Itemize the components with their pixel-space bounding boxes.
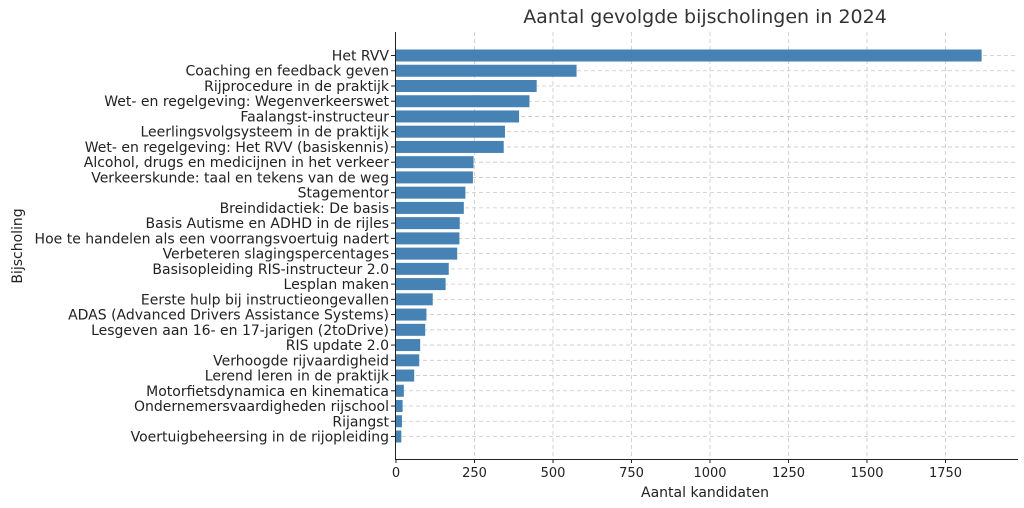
bar xyxy=(396,110,520,123)
bar xyxy=(396,369,415,382)
category-label: Rijangst xyxy=(332,414,389,430)
category-label: Lerend leren in de praktijk xyxy=(205,369,390,385)
bar xyxy=(396,308,427,321)
bar xyxy=(396,323,426,336)
category-label: Eerste hulp bij instructieongevallen xyxy=(141,292,389,308)
category-label: Stagementor xyxy=(298,186,390,202)
bar xyxy=(396,232,460,245)
bar xyxy=(396,140,504,153)
bar xyxy=(396,156,474,169)
y-axis-label: Bijscholing xyxy=(10,208,26,283)
x-tick-label: 1750 xyxy=(929,466,962,481)
category-label: Basis Autisme en ADHD in de rijles xyxy=(146,216,389,232)
category-label: Lesplan maken xyxy=(284,277,389,293)
x-tick-label: 500 xyxy=(541,466,566,481)
x-tick-label: 250 xyxy=(462,466,487,481)
category-label: Hoe te handelen als een voorrangsvoertui… xyxy=(35,231,390,247)
bar xyxy=(396,95,530,108)
category-label: Ondernemersvaardigheden rijschool xyxy=(134,399,389,415)
category-label: Verkeerskunde: taal en tekens van de weg xyxy=(91,170,389,186)
category-label: Leerlingsvolgsysteem in de praktijk xyxy=(140,125,389,141)
category-label: Motorfietsdynamica en kinematica xyxy=(146,384,389,400)
category-label: RIS update 2.0 xyxy=(286,338,389,354)
bar xyxy=(396,339,421,352)
bar xyxy=(396,384,404,397)
category-label: Basisopleiding RIS-instructeur 2.0 xyxy=(152,262,389,278)
category-label: Alcohol, drugs en medicijnen in het verk… xyxy=(84,155,389,171)
bar xyxy=(396,430,402,443)
x-tick-label: 1500 xyxy=(850,466,883,481)
category-label: Rijprocedure in de praktijk xyxy=(204,79,390,95)
category-label: Het RVV xyxy=(332,49,390,65)
chart-title: Aantal gevolgde bijscholingen in 2024 xyxy=(523,6,887,28)
bar xyxy=(396,400,403,413)
x-axis-ticks: 0 250 500 750 1000 1250 1500 1750 xyxy=(391,55,962,481)
category-label: Coaching en feedback geven xyxy=(185,64,389,80)
x-axis-label: Aantal kandidaten xyxy=(641,485,769,501)
bar xyxy=(396,171,473,184)
category-label: Lesgeven aan 16- en 17-jarigen (2toDrive… xyxy=(91,323,389,339)
bar xyxy=(396,262,449,275)
category-label: Verhoogde rijvaardigheid xyxy=(213,353,389,369)
bar xyxy=(396,354,420,367)
category-label: Voertuigbeheersing in de rijopleiding xyxy=(131,430,389,446)
category-label: ADAS (Advanced Drivers Assistance System… xyxy=(68,308,389,324)
bar xyxy=(396,125,505,138)
bar xyxy=(396,415,402,428)
bar xyxy=(396,293,433,306)
bar xyxy=(396,201,464,214)
bar-layer xyxy=(396,49,982,443)
category-label: Wet- en regelgeving: Wegenverkeerswet xyxy=(104,94,389,110)
x-tick-label: 1250 xyxy=(772,466,805,481)
category-label: Verbeteren slagingspercentages xyxy=(163,247,389,263)
x-tick-label: 750 xyxy=(619,466,644,481)
category-label: Breindidactiek: De basis xyxy=(220,201,389,217)
x-tick-label: 0 xyxy=(392,466,400,481)
bar xyxy=(396,186,466,199)
bar xyxy=(396,247,458,260)
bar xyxy=(396,64,577,77)
category-label: Faalangst-instructeur xyxy=(240,109,389,125)
bar xyxy=(396,278,446,291)
bar xyxy=(396,217,460,230)
x-tick-label: 1000 xyxy=(693,466,726,481)
category-label: Wet- en regelgeving: Het RVV (basiskenni… xyxy=(85,140,389,156)
bar xyxy=(396,79,537,92)
bar xyxy=(396,49,982,62)
